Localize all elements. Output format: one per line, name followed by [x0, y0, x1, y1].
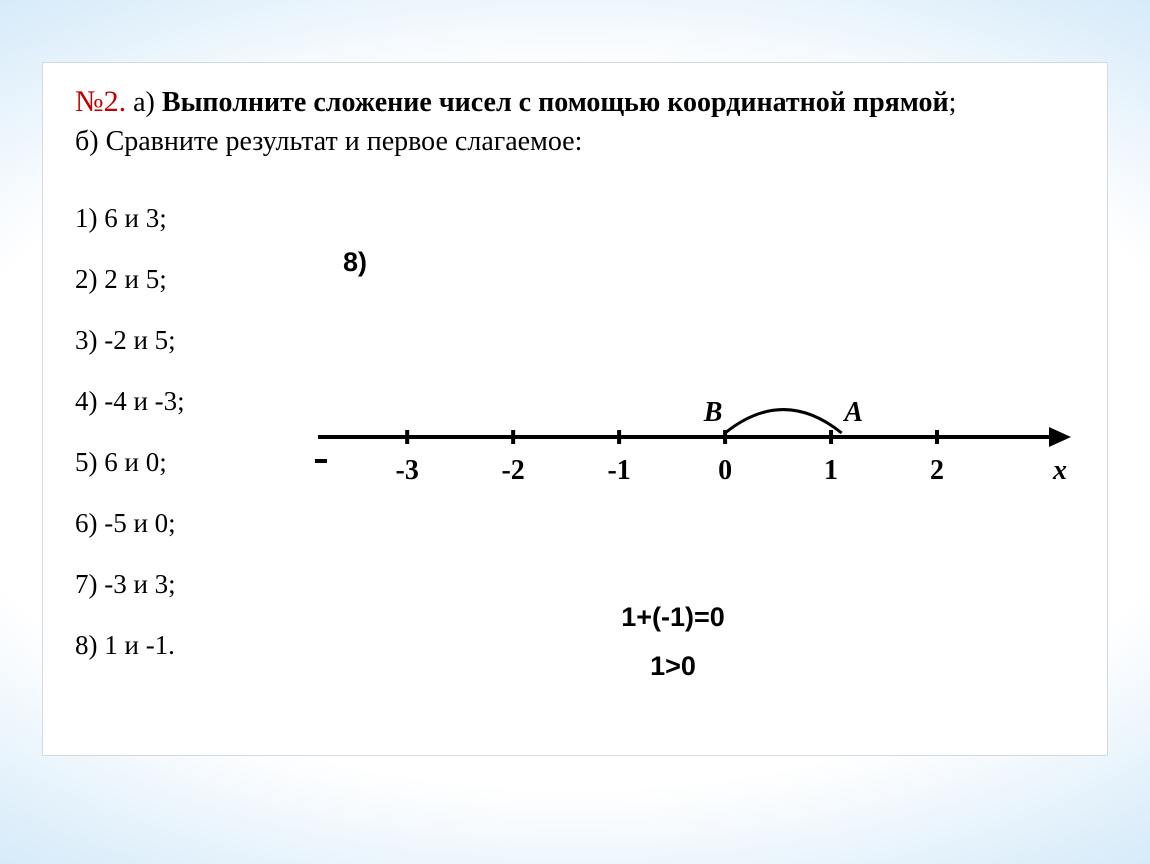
svg-text:0: 0 — [718, 455, 732, 486]
equations: 1+(-1)=0 1>0 — [265, 593, 1081, 690]
problem-number: №2. — [75, 85, 126, 118]
slide-card: №2. а) Выполните сложение чисел с помощь… — [42, 62, 1108, 756]
svg-text:A: A — [842, 397, 863, 428]
svg-text:-2: -2 — [501, 455, 524, 486]
part-b-label: б) — [75, 126, 99, 157]
svg-text:-1: -1 — [607, 455, 630, 486]
list-item: 7) -3 и 3; — [75, 571, 265, 598]
list-item: 8) 1 и -1. — [75, 632, 265, 659]
number-line: -3 -2 -1 0 1 2 x B A — [313, 375, 1073, 495]
svg-text:B: B — [703, 397, 723, 428]
figure-pane: 8) -3 -2 -1 0 1 2 x B A 1+(-1)=0 1>0 — [265, 205, 1081, 725]
svg-text:2: 2 — [930, 455, 944, 486]
list-item: 2) 2 и 5; — [75, 266, 265, 293]
part-a-text: Выполните сложение чисел с помощью коорд… — [162, 87, 949, 118]
list-item: 5) 6 и 0; — [75, 449, 265, 476]
part-b-text: Сравните результат и первое слагаемое: — [106, 126, 583, 157]
figure-label: 8) — [343, 247, 367, 278]
list-item: 1) 6 и 3; — [75, 205, 265, 232]
list-item: 4) -4 и -3; — [75, 388, 265, 415]
list-item: 6) -5 и 0; — [75, 510, 265, 537]
svg-text:x: x — [1052, 455, 1067, 486]
svg-text:-3: -3 — [396, 455, 419, 486]
list-item: 3) -2 и 5; — [75, 327, 265, 354]
equation-line: 1+(-1)=0 — [265, 593, 1081, 642]
heading-semicolon: ; — [949, 87, 957, 118]
problem-heading: №2. а) Выполните сложение чисел с помощь… — [75, 81, 1081, 161]
body-row: 1) 6 и 3; 2) 2 и 5; 3) -2 и 5; 4) -4 и -… — [75, 205, 1081, 725]
equation-line: 1>0 — [265, 642, 1081, 691]
svg-text:1: 1 — [824, 455, 838, 486]
pairs-list: 1) 6 и 3; 2) 2 и 5; 3) -2 и 5; 4) -4 и -… — [75, 205, 265, 659]
number-line-svg: -3 -2 -1 0 1 2 x B A — [313, 375, 1073, 495]
part-a-label: а) — [133, 87, 155, 118]
